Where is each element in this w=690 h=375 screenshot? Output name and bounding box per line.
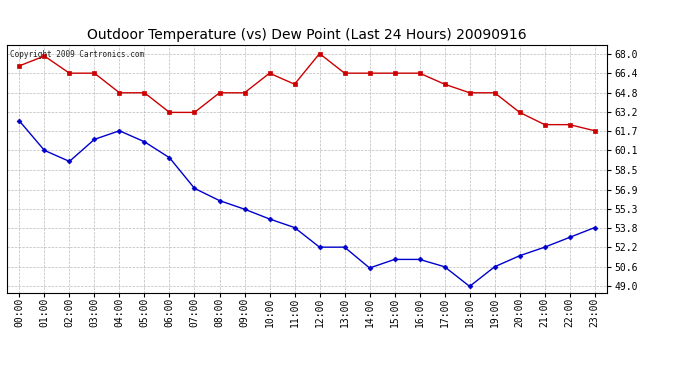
Title: Outdoor Temperature (vs) Dew Point (Last 24 Hours) 20090916: Outdoor Temperature (vs) Dew Point (Last… [87,28,527,42]
Text: Copyright 2009 Cartronics.com: Copyright 2009 Cartronics.com [10,50,144,59]
